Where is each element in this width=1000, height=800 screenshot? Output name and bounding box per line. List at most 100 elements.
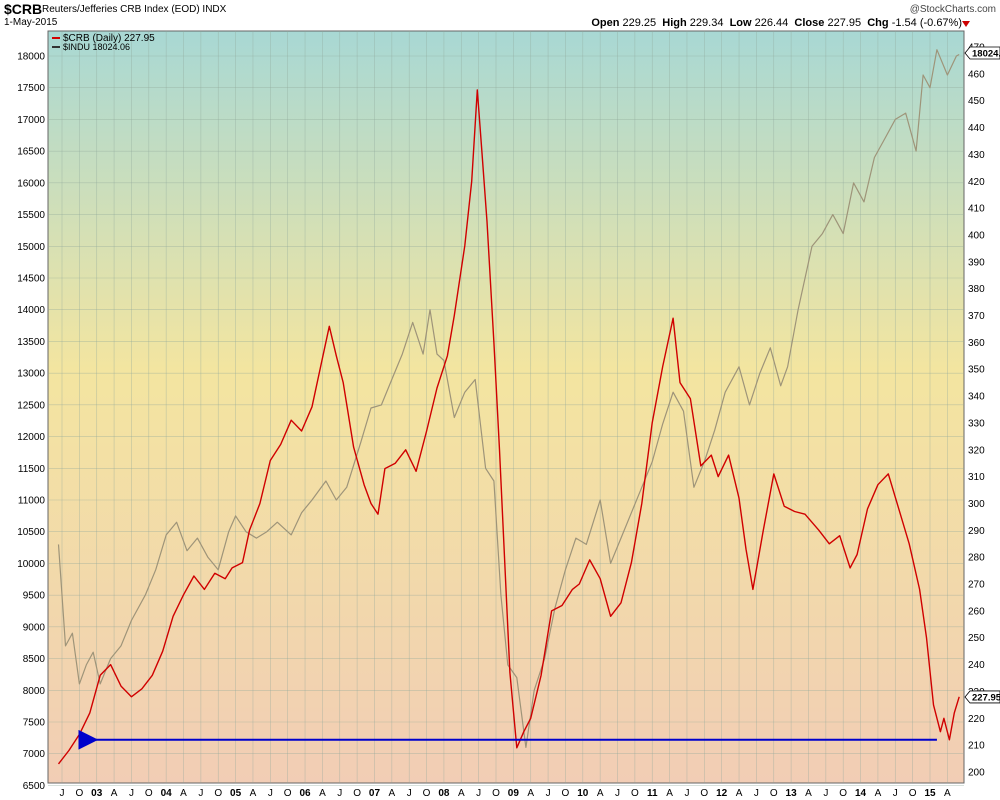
x-tick-label: J <box>129 788 134 799</box>
left-tick-label: 11500 <box>18 464 46 475</box>
right-tick-label: 390 <box>968 257 985 268</box>
date: 1-May-2015 <box>4 17 58 28</box>
x-tick-label: 03 <box>91 788 103 799</box>
left-tick-label: 16500 <box>17 147 45 158</box>
x-tick-label: 08 <box>438 788 450 799</box>
x-tick-label: O <box>909 788 917 799</box>
x-tick-label: J <box>198 788 203 799</box>
x-tick-label: A <box>805 788 812 799</box>
chg-value: -1.54 (-0.67%) <box>891 17 962 29</box>
x-tick-label: O <box>284 788 292 799</box>
x-tick-label: O <box>75 788 83 799</box>
x-tick-label: J <box>754 788 759 799</box>
quote-line: Open 229.25 High 229.34 Low 226.44 Close… <box>591 17 962 29</box>
left-tick-label: 15500 <box>17 210 45 221</box>
x-tick-label: 15 <box>924 788 936 799</box>
right-tick-label: 310 <box>968 472 985 483</box>
x-tick-label: A <box>875 788 882 799</box>
x-tick-label: O <box>423 788 431 799</box>
left-tick-label: 16000 <box>17 178 45 189</box>
x-tick-label: O <box>492 788 500 799</box>
description: Reuters/Jefferies CRB Index (EOD) INDX <box>42 4 227 15</box>
left-tick-label: 8500 <box>23 654 46 665</box>
open-label: Open <box>591 17 620 29</box>
watermark: @StockCharts.com <box>909 4 996 15</box>
right-tick-label: 290 <box>968 526 985 537</box>
left-tick-label: 10500 <box>17 527 45 538</box>
left-tick-label: 6500 <box>23 781 46 792</box>
x-axis: J O 03 A J O 04 A J O 05 A J O 06 A J O 07 A J O 08 A J O 09 A J O 10 A… <box>60 788 952 799</box>
left-tick-label: 12000 <box>17 432 45 443</box>
right-tick-label: 270 <box>968 580 985 591</box>
x-tick-label: 10 <box>577 788 589 799</box>
x-tick-label: J <box>684 788 689 799</box>
tag-box <box>964 46 1000 60</box>
right-tick-label: 250 <box>968 633 985 644</box>
legend-label: $INDU 18024.06 <box>63 42 130 52</box>
right-tick-label: 260 <box>968 606 985 617</box>
close-value: 227.95 <box>827 17 862 29</box>
x-tick-label: 14 <box>855 788 867 799</box>
value-tags: 18024.06 227.95 <box>964 46 1000 704</box>
right-tick-label: 200 <box>968 768 985 779</box>
x-tick-label: 09 <box>508 788 520 799</box>
plot-area <box>47 30 965 784</box>
x-tick-label: A <box>389 788 396 799</box>
left-tick-label: 12500 <box>17 400 45 411</box>
right-axis: 2002102202302402502602702802903003103203… <box>968 43 985 779</box>
x-tick-label: O <box>214 788 222 799</box>
x-tick-label: A <box>597 788 604 799</box>
down-triangle-icon <box>962 21 970 27</box>
low-label: Low <box>729 17 752 29</box>
x-tick-label: O <box>839 788 847 799</box>
left-tick-label: 17500 <box>17 83 45 94</box>
series-group <box>57 49 960 765</box>
right-tick-label: 340 <box>968 392 985 403</box>
left-tick-label: 9500 <box>23 591 46 602</box>
symbol: $CRB <box>4 1 43 17</box>
right-tick-label: 440 <box>968 123 985 134</box>
right-tick-label: 360 <box>968 338 985 349</box>
x-tick-label: A <box>458 788 465 799</box>
high-value: 229.34 <box>689 17 724 29</box>
x-tick-label: J <box>337 788 342 799</box>
right-tick-label: 210 <box>968 741 985 752</box>
right-tick-label: 350 <box>968 365 985 376</box>
x-tick-label: 12 <box>716 788 728 799</box>
left-tick-label: 13500 <box>17 337 45 348</box>
close-label: Close <box>794 17 825 29</box>
left-tick-label: 15000 <box>17 242 45 253</box>
x-tick-label: J <box>893 788 898 799</box>
x-tick-label: A <box>250 788 257 799</box>
left-tick-label: 7500 <box>23 718 46 729</box>
x-tick-label: A <box>319 788 326 799</box>
left-tick-label: 8000 <box>23 686 46 697</box>
x-tick-label: A <box>666 788 673 799</box>
chg-label: Chg <box>867 17 889 29</box>
x-tick-label: J <box>60 788 65 799</box>
left-tick-label: 14000 <box>17 305 45 316</box>
chart-header: $CRB Reuters/Jefferies CRB Index (EOD) I… <box>0 0 1000 30</box>
x-tick-label: 11 <box>647 788 658 799</box>
left-tick-label: 13000 <box>17 369 45 380</box>
right-tick-label: 280 <box>968 553 985 564</box>
x-tick-label: O <box>631 788 639 799</box>
x-tick-label: 06 <box>299 788 311 799</box>
right-tick-label: 380 <box>968 284 985 295</box>
right-tick-label: 430 <box>968 150 985 161</box>
open-value: 229.25 <box>622 17 657 29</box>
high-label: High <box>662 17 687 29</box>
left-tick-label: 17000 <box>17 115 45 126</box>
indu-series-line <box>57 49 960 748</box>
right-tick-label: 300 <box>968 499 985 510</box>
left-tick-label: 11000 <box>18 496 46 507</box>
x-tick-label: J <box>546 788 551 799</box>
right-tick-label: 410 <box>968 204 985 215</box>
gridlines <box>48 31 964 786</box>
right-tick-label: 420 <box>968 177 985 188</box>
x-tick-label: 07 <box>369 788 381 799</box>
right-tick-label: 400 <box>968 230 985 241</box>
tag-box <box>964 690 1000 704</box>
left-tick-label: 9000 <box>23 622 46 633</box>
